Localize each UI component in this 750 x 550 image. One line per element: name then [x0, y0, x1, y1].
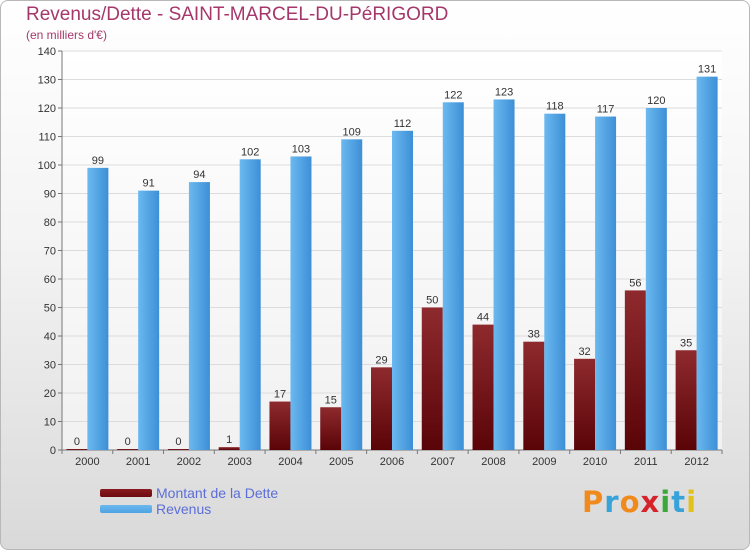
x-tick-label: 2005 [329, 456, 353, 468]
bar-revenue [442, 102, 464, 451]
y-tick-label: 70 [44, 246, 56, 258]
bar-debt [66, 449, 88, 450]
bar-debt [523, 341, 545, 450]
x-tick-label: 2011 [634, 456, 658, 468]
bar-revenue [290, 156, 312, 450]
bar-revenue [645, 108, 667, 450]
data-label-revenue: 102 [241, 146, 259, 158]
data-label-revenue: 131 [698, 64, 716, 76]
logo-letter: x [640, 485, 661, 519]
bar-debt [371, 367, 392, 450]
logo-letter: t [671, 485, 687, 519]
bar-revenue [595, 116, 617, 451]
data-label-debt: 32 [578, 346, 590, 358]
data-label-debt: 0 [175, 436, 181, 448]
data-label-debt: 44 [477, 312, 489, 324]
bar-revenue [392, 130, 413, 451]
proxiti-logo: Proxiti [582, 485, 697, 519]
bar-revenue [239, 159, 261, 451]
y-tick-label: 30 [44, 360, 56, 372]
y-tick-label: 80 [44, 217, 56, 229]
data-label-debt: 50 [426, 295, 438, 307]
logo-letter: P [582, 485, 605, 519]
bar-debt [472, 324, 494, 450]
chart-title: Revenus/Dette - SAINT-MARCEL-DU-PéRIGORD [26, 4, 449, 25]
bar-debt [320, 407, 342, 450]
logo-letter: i [686, 485, 698, 519]
bar-debt [675, 350, 697, 450]
bar-debt [624, 290, 646, 450]
data-label-debt: 1 [226, 434, 232, 446]
bar-debt [421, 307, 443, 450]
y-tick-label: 140 [38, 46, 56, 58]
data-label-revenue: 109 [343, 126, 361, 138]
data-label-debt: 29 [375, 354, 387, 366]
data-label-revenue: 117 [597, 104, 615, 116]
x-tick-label: 2010 [583, 456, 607, 468]
y-tick-label: 100 [38, 160, 56, 172]
x-tick-label: 2006 [380, 456, 404, 468]
y-tick-label: 0 [50, 445, 56, 457]
data-label-revenue: 99 [92, 155, 104, 167]
bar-revenue [493, 99, 515, 450]
bar-revenue [544, 113, 566, 450]
y-tick-label: 10 [44, 417, 56, 429]
y-tick-label: 20 [44, 388, 56, 400]
x-tick-label: 2004 [278, 456, 302, 468]
bar-debt [269, 401, 291, 450]
data-label-revenue: 118 [546, 101, 564, 113]
x-tick-label: 2000 [75, 456, 99, 468]
data-label-debt: 35 [680, 337, 692, 349]
x-tick-label: 2007 [431, 456, 455, 468]
data-label-revenue: 112 [394, 118, 412, 130]
bar-debt [167, 449, 189, 450]
data-label-revenue: 94 [193, 169, 205, 181]
x-tick-label: 2001 [126, 456, 150, 468]
y-tick-label: 40 [44, 331, 56, 343]
data-label-debt: 38 [528, 329, 540, 341]
data-label-revenue: 122 [444, 89, 462, 101]
x-tick-label: 2002 [177, 456, 201, 468]
legend-swatch-debt [100, 489, 152, 497]
data-label-debt: 0 [74, 436, 80, 448]
data-label-debt: 15 [325, 394, 337, 406]
chart-subtitle: (en milliers d'€) [26, 28, 107, 42]
y-tick-label: 110 [38, 132, 56, 144]
y-tick-label: 60 [44, 274, 56, 286]
data-label-debt: 17 [274, 389, 286, 401]
bar-revenue [138, 190, 160, 450]
bar-revenue [696, 76, 718, 451]
y-tick-label: 120 [38, 103, 56, 115]
data-label-debt: 0 [125, 436, 131, 448]
data-label-revenue: 103 [292, 143, 310, 155]
x-tick-label: 2012 [684, 456, 708, 468]
logo-letter: i [660, 485, 672, 519]
bar-debt [117, 449, 139, 450]
bar-revenue [188, 182, 210, 450]
data-label-debt: 56 [629, 277, 641, 289]
x-tick-label: 2008 [481, 456, 505, 468]
data-label-revenue: 123 [495, 86, 513, 98]
bar-debt [574, 358, 596, 450]
bar-revenue [87, 167, 109, 450]
bar-debt [218, 447, 240, 450]
logo-letter: r [604, 485, 620, 519]
y-tick-label: 130 [38, 75, 56, 87]
legend-swatch-revenue [100, 505, 152, 513]
data-label-revenue: 120 [647, 95, 665, 107]
logo-letter: o [619, 485, 641, 519]
x-tick-label: 2009 [532, 456, 556, 468]
legend-label-debt: Montant de la Dette [156, 485, 279, 501]
y-tick-label: 90 [44, 189, 56, 201]
x-tick-label: 2003 [227, 456, 251, 468]
bar-revenue [341, 139, 363, 450]
data-label-revenue: 91 [143, 178, 155, 190]
legend-label-revenue: Revenus [156, 501, 212, 517]
y-tick-label: 50 [44, 303, 56, 315]
